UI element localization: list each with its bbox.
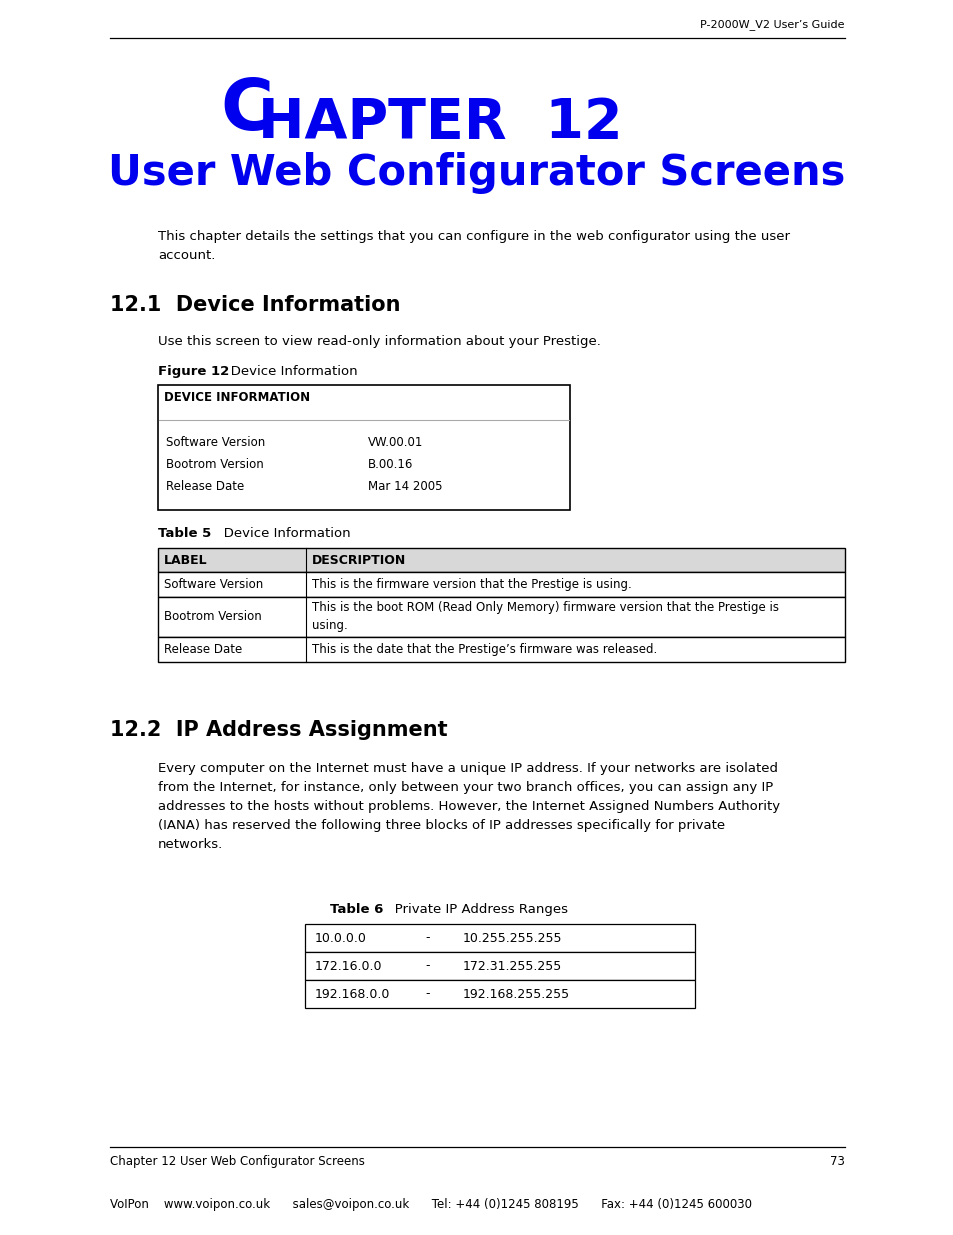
Text: Release Date: Release Date: [166, 480, 244, 494]
Text: DESCRIPTION: DESCRIPTION: [312, 553, 406, 567]
Text: This is the boot ROM (Read Only Memory) firmware version that the Prestige is
us: This is the boot ROM (Read Only Memory) …: [312, 601, 779, 632]
Text: VW.00.01: VW.00.01: [368, 436, 423, 450]
Text: LABEL: LABEL: [164, 553, 208, 567]
Bar: [158, 385, 569, 510]
Bar: [305, 924, 695, 952]
Text: 10.0.0.0: 10.0.0.0: [314, 931, 367, 945]
Text: Software Version: Software Version: [164, 578, 263, 592]
Bar: [305, 981, 695, 1008]
Text: Table 5: Table 5: [158, 527, 211, 540]
Text: -: -: [424, 960, 429, 972]
Text: 192.168.0.0: 192.168.0.0: [314, 988, 390, 1000]
Text: -: -: [424, 931, 429, 945]
Text: User Web Configurator Screens: User Web Configurator Screens: [109, 152, 844, 194]
Text: 10.255.255.255: 10.255.255.255: [462, 931, 562, 945]
Text: Chapter 12 User Web Configurator Screens: Chapter 12 User Web Configurator Screens: [110, 1155, 364, 1168]
Text: DEVICE INFORMATION: DEVICE INFORMATION: [164, 391, 310, 404]
Text: Table 6: Table 6: [330, 903, 383, 916]
Text: HAPTER  12: HAPTER 12: [257, 96, 622, 149]
Text: 73: 73: [829, 1155, 844, 1168]
Bar: [158, 548, 844, 572]
Text: Figure 12: Figure 12: [158, 366, 229, 378]
Text: -: -: [424, 988, 429, 1000]
Text: VoIPon    www.voipon.co.uk      sales@voipon.co.uk      Tel: +44 (0)1245 808195 : VoIPon www.voipon.co.uk sales@voipon.co.…: [110, 1198, 751, 1212]
Text: 172.31.255.255: 172.31.255.255: [462, 960, 561, 972]
Text: Mar 14 2005: Mar 14 2005: [368, 480, 442, 494]
Text: 172.16.0.0: 172.16.0.0: [314, 960, 382, 972]
Text: This is the firmware version that the Prestige is using.: This is the firmware version that the Pr…: [312, 578, 631, 592]
Bar: [305, 952, 695, 981]
Text: Software Version: Software Version: [166, 436, 265, 450]
Text: Every computer on the Internet must have a unique IP address. If your networks a: Every computer on the Internet must have…: [158, 762, 780, 851]
Text: This is the date that the Prestige’s firmware was released.: This is the date that the Prestige’s fir…: [312, 643, 657, 656]
Text: C: C: [220, 77, 273, 144]
Text: This chapter details the settings that you can configure in the web configurator: This chapter details the settings that y…: [158, 230, 789, 262]
Text: 12.2  IP Address Assignment: 12.2 IP Address Assignment: [110, 720, 447, 740]
Text: Bootrom Version: Bootrom Version: [164, 610, 261, 624]
Text: 192.168.255.255: 192.168.255.255: [462, 988, 570, 1000]
Bar: [158, 637, 844, 662]
Text: 12.1  Device Information: 12.1 Device Information: [110, 295, 400, 315]
Text: Device Information: Device Information: [218, 366, 357, 378]
Bar: [158, 597, 844, 637]
Text: Bootrom Version: Bootrom Version: [166, 458, 263, 472]
Bar: [158, 572, 844, 597]
Text: Use this screen to view read-only information about your Prestige.: Use this screen to view read-only inform…: [158, 335, 600, 348]
Text: B.00.16: B.00.16: [368, 458, 413, 472]
Text: Release Date: Release Date: [164, 643, 242, 656]
Text: Private IP Address Ranges: Private IP Address Ranges: [381, 903, 567, 916]
Text: P-2000W_V2 User’s Guide: P-2000W_V2 User’s Guide: [700, 19, 844, 30]
Text: Device Information: Device Information: [211, 527, 351, 540]
